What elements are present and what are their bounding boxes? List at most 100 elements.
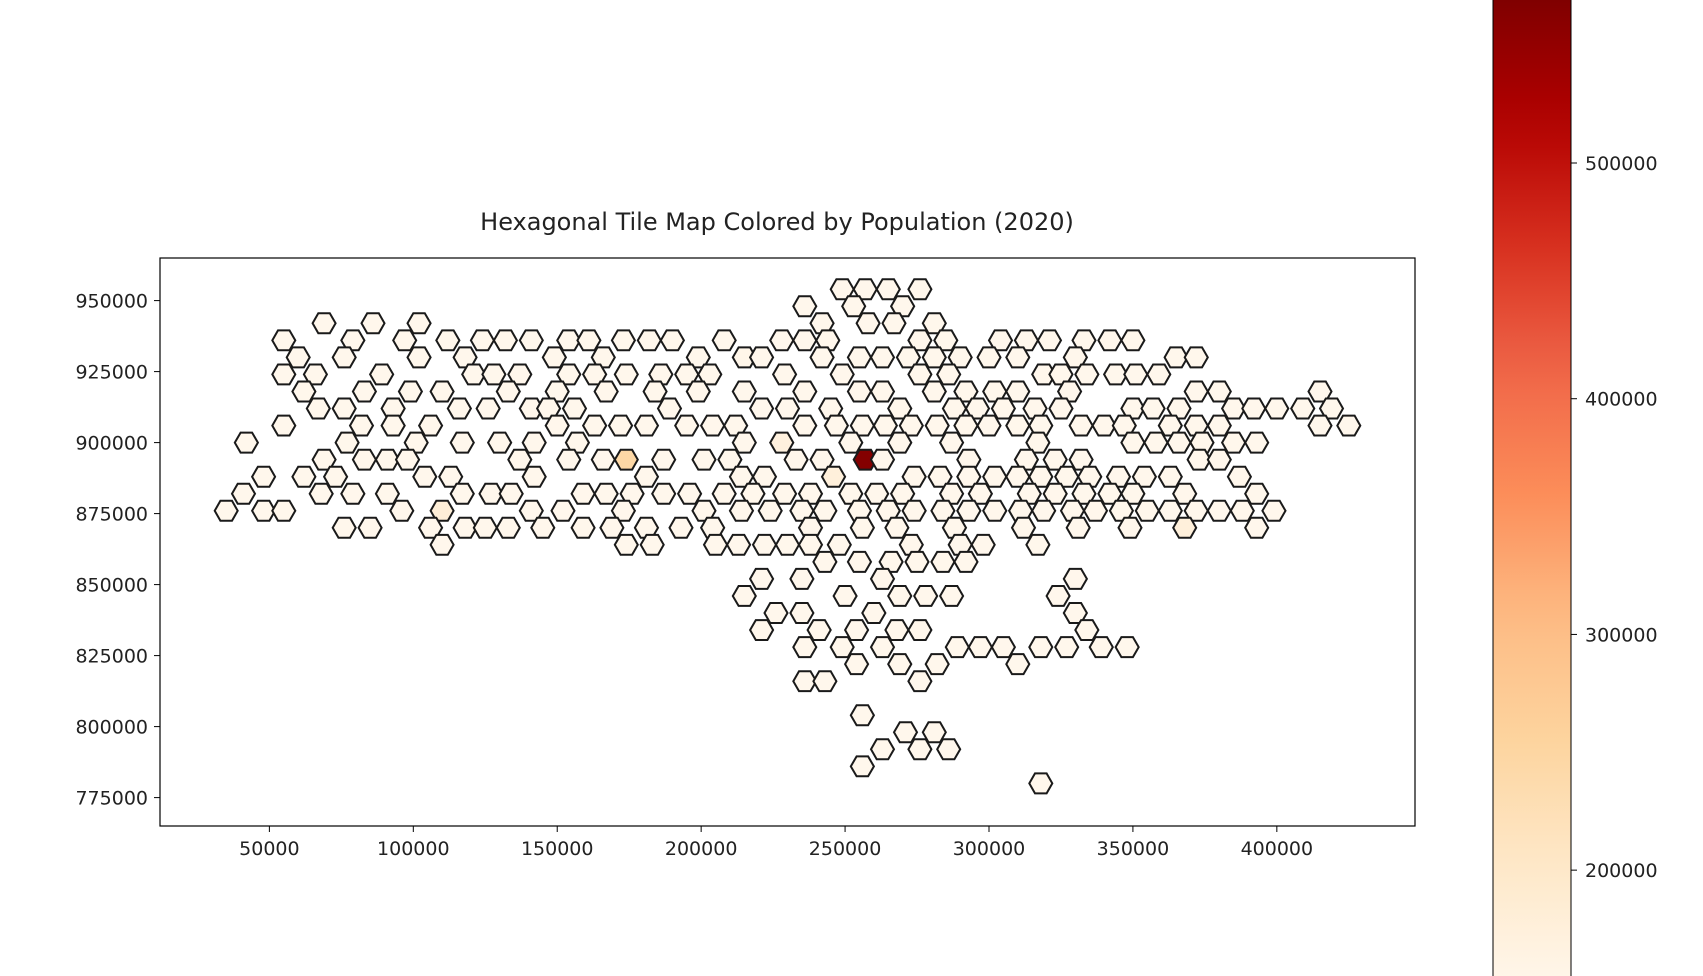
hex-tile [967, 636, 994, 659]
hex-tile [887, 653, 913, 676]
hex-tile [1318, 397, 1345, 420]
hex-tile [1120, 329, 1146, 352]
hex-tile [826, 533, 852, 556]
hex-tile [331, 516, 357, 539]
hex-tile [475, 397, 501, 420]
hex-tile [1056, 380, 1083, 403]
chart-title: Hexagonal Tile Map Colored by Population… [480, 208, 1074, 236]
hex-tile [636, 329, 662, 352]
hex-tile [797, 533, 824, 556]
hex-tile [1005, 653, 1031, 676]
hex-tile [340, 482, 366, 505]
hex-tile [1166, 431, 1192, 454]
hex-tile [898, 414, 924, 437]
y-tick-label: 875000 [75, 504, 148, 526]
hex-tile [1261, 499, 1287, 522]
hex-tile [849, 704, 876, 727]
x-tick-label: 250000 [809, 838, 882, 860]
hex-tile [872, 414, 899, 437]
hex-tile [938, 585, 965, 607]
hex-tile [1005, 346, 1031, 369]
hex-tile [1025, 431, 1051, 454]
hex-tile [639, 533, 665, 556]
hex-tile [271, 329, 297, 352]
hex-tile [1028, 414, 1054, 437]
hex-tile [613, 363, 639, 386]
hex-tile [990, 397, 1017, 420]
hex-tile [771, 482, 798, 505]
hex-tile [970, 533, 996, 556]
hex-tile [676, 482, 703, 505]
hex-tile [322, 465, 349, 488]
x-tick-label: 150000 [521, 838, 594, 860]
hex-tile [1220, 431, 1247, 454]
y-tick-label: 925000 [75, 362, 148, 384]
hex-tile [357, 516, 383, 539]
hex-tile [1077, 465, 1103, 488]
hex-tile [613, 533, 639, 556]
hex-tile [990, 636, 1017, 659]
hex-tile [878, 550, 904, 573]
hex-tile [763, 602, 789, 624]
hex-tile [809, 346, 835, 369]
hex-tile [1005, 380, 1031, 403]
hex-tile [648, 363, 674, 386]
hex-tile [1082, 499, 1109, 522]
x-tick-label: 50000 [239, 838, 299, 860]
hex-tile [904, 550, 930, 573]
hex-tile [593, 380, 619, 403]
hex-tile [711, 482, 737, 505]
hex-tile [889, 295, 916, 318]
hex-tile [1206, 414, 1232, 437]
hex-tile [1206, 499, 1232, 522]
hex-tile [685, 380, 711, 403]
hex-tile [1120, 397, 1146, 420]
hex-tile [725, 533, 752, 556]
plot-area: 50000 100000 150000 200000 250000 300000 35000… [75, 257, 1416, 860]
hex-tile [576, 329, 602, 352]
hex-tiles [213, 278, 1362, 795]
hex-tile [861, 602, 887, 624]
hex-tile [947, 346, 973, 369]
hex-tile [783, 448, 809, 471]
hex-tile [1143, 431, 1169, 454]
hex-tile [564, 431, 591, 454]
hex-tile [769, 431, 795, 454]
hex-tile [869, 738, 896, 761]
hex-tile [1140, 397, 1166, 420]
hex-tile [852, 448, 878, 471]
hex-tile [498, 482, 524, 505]
hex-tile [1048, 397, 1074, 420]
hex-tile [642, 380, 668, 403]
hex-tile [846, 550, 873, 573]
hex-tile [599, 516, 625, 539]
hex-tile [789, 602, 815, 624]
hex-tile [938, 482, 965, 505]
hex-tile [659, 329, 686, 352]
hex-tile [1189, 431, 1215, 454]
hex-tile [731, 346, 757, 369]
hex-tile [581, 414, 608, 437]
hex-tile [668, 516, 694, 539]
hex-tile [368, 363, 395, 386]
hex-tile [982, 465, 1008, 488]
hex-tile [556, 448, 582, 471]
hex-tile [507, 363, 533, 386]
hex-tile [674, 414, 700, 437]
hex-tile [544, 414, 570, 437]
hex-tile [1028, 636, 1054, 659]
hex-tile [846, 380, 873, 403]
hex-tile [495, 380, 521, 403]
hex-tile [1117, 516, 1143, 539]
hex-tile [331, 346, 357, 369]
hex-tile [815, 329, 841, 352]
hex-tile [751, 533, 778, 556]
hex-tile [907, 278, 933, 301]
colorbar-tick-label: 300000 [1585, 624, 1658, 646]
hex-tile [823, 414, 850, 437]
hex-tile [250, 465, 277, 488]
hex-tile [1054, 465, 1080, 488]
hex-tile [967, 482, 994, 505]
plot-frame [159, 257, 1416, 827]
hex-tile [884, 516, 910, 539]
